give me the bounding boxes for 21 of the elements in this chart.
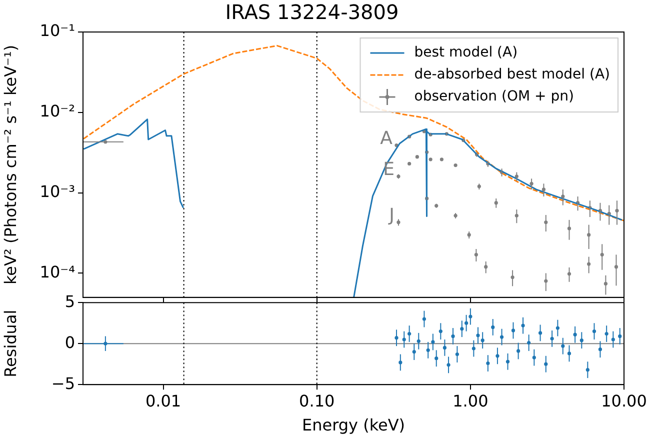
x-tick-label: 10.00: [601, 391, 647, 410]
y-tick-label: 10⁻⁴: [40, 262, 75, 282]
annotation: J: [388, 204, 394, 226]
legend-label: de-absorbed best model (A): [414, 66, 610, 83]
y-axis-title: keV² (Photons cm⁻² s⁻¹ keV⁻¹): [0, 44, 20, 285]
y-tick-label: 10⁻¹: [40, 21, 75, 40]
y-tick-label: 10⁻³: [40, 182, 75, 201]
x-tick-label: 0.01: [145, 391, 182, 410]
y-tick-label: 5: [64, 292, 75, 311]
x-tick-label: 1.00: [452, 391, 488, 410]
annotation: A: [380, 128, 394, 149]
chart-title: IRAS 13224-3809: [225, 0, 399, 24]
y-tick-label: 0: [64, 332, 75, 352]
legend-label: best model (A): [414, 44, 518, 61]
y-tick-label: 10⁻²: [40, 102, 75, 121]
legend-label: observation (OM + pn): [414, 88, 574, 105]
y-tick-label: −5: [51, 374, 75, 393]
y-axis-title: Residual: [0, 310, 20, 378]
x-axis-title: Energy (keV): [302, 416, 406, 435]
annotation: E: [383, 159, 394, 180]
x-tick-label: 0.10: [299, 391, 335, 410]
